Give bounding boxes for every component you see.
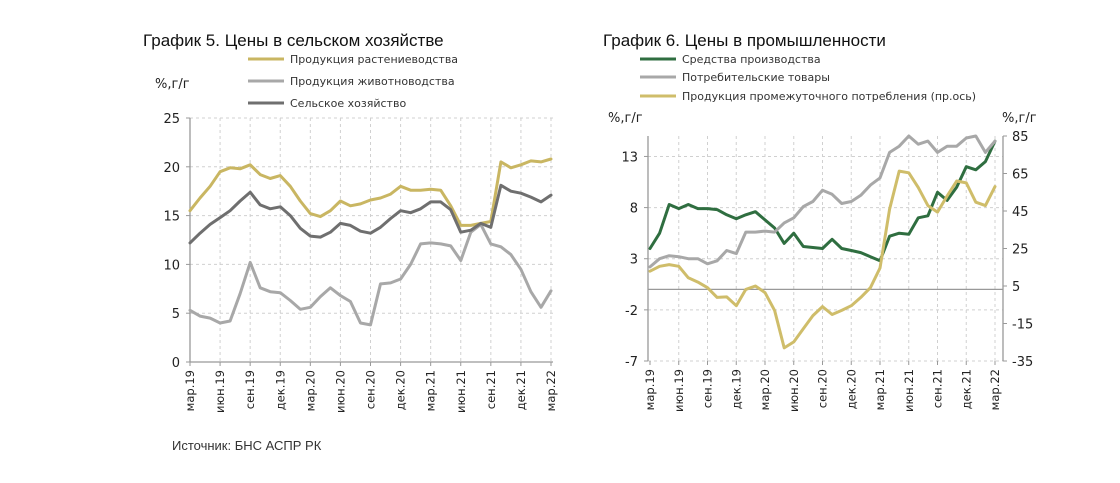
y-right-tick-label: 45 (1012, 205, 1029, 220)
y-tick-label: 3 (630, 253, 638, 268)
x-tick-label: июн.19 (213, 370, 227, 413)
y-tick-label: 13 (621, 150, 638, 165)
series-line-2 (648, 134, 997, 269)
x-tick-label: дек.20 (844, 369, 858, 409)
chart-2: График 6. Цены в промышленности %,г/г %,г/… (603, 31, 1037, 412)
x-tick-label: сен.20 (816, 369, 830, 408)
x-tick-label: мар.19 (643, 369, 657, 410)
x-tick-label: июн.19 (672, 369, 686, 412)
y-tick-label: -7 (625, 355, 638, 370)
x-tick-label: мар.22 (544, 370, 558, 411)
x-tick-label: мар.20 (758, 369, 772, 410)
legend-label: Продукция промежуточного потребления (пр… (682, 90, 976, 103)
legend-label: Сельское хозяйство (290, 97, 406, 110)
x-tick-label: сен.19 (243, 370, 257, 409)
x-tick-label: сен.21 (484, 370, 498, 409)
y-right-tick-label: 65 (1012, 168, 1029, 183)
y-tick-label: 25 (163, 112, 180, 127)
legend-label: Потребительские товары (682, 71, 830, 84)
x-tick-label: дек.21 (514, 370, 528, 410)
x-tick-label: июн.21 (454, 370, 468, 413)
x-tick-label: мар.22 (988, 369, 1002, 410)
y-tick-label: 15 (163, 210, 180, 225)
x-tick-label: июн.20 (333, 370, 347, 413)
y-tick-label: 10 (163, 258, 180, 273)
y-axis-label: %,г/г (608, 111, 643, 126)
x-tick-label: дек.21 (959, 369, 973, 409)
y-right-tick-label: 5 (1012, 280, 1020, 295)
chart-1: График 5. Цены в сельском хозяйстве %,г/г… (143, 31, 558, 413)
x-tick-label: мар.21 (873, 369, 887, 410)
chart-title: График 5. Цены в сельском хозяйстве (143, 31, 444, 50)
series-line-3 (188, 183, 553, 245)
x-tick-label: сен.20 (364, 370, 378, 409)
x-tick-label: сен.19 (701, 369, 715, 408)
x-tick-label: сен.21 (931, 369, 945, 408)
y-right-tick-label: -15 (1012, 318, 1033, 333)
y-tick-label: 5 (172, 307, 180, 322)
x-tick-label: мар.20 (303, 370, 317, 411)
series-line-2 (188, 222, 553, 327)
y-tick-label: 0 (172, 356, 180, 371)
x-tick-label: дек.19 (729, 369, 743, 409)
y-right-tick-label: -35 (1012, 355, 1033, 370)
y-tick-label: 8 (630, 202, 638, 217)
y-right-tick-label: 25 (1012, 243, 1029, 258)
x-tick-label: мар.19 (183, 370, 197, 411)
x-tick-label: июн.21 (902, 369, 916, 412)
legend-label: Продукция растениеводства (290, 53, 458, 66)
legend-label: Средства производства (682, 53, 821, 66)
y-tick-label: -2 (625, 304, 638, 319)
legend-label: Продукция животноводства (290, 75, 455, 88)
x-tick-label: июн.20 (787, 369, 801, 412)
y-axis-right-label: %,г/г (1002, 111, 1037, 126)
series-line-3 (648, 169, 997, 350)
y-axis-label: %,г/г (155, 77, 190, 92)
series-line-1 (648, 139, 997, 263)
x-tick-label: мар.21 (424, 370, 438, 411)
x-tick-label: дек.20 (394, 370, 408, 410)
chart-title: График 6. Цены в промышленности (603, 31, 886, 50)
y-right-tick-label: 85 (1012, 130, 1029, 145)
x-tick-label: дек.19 (273, 370, 287, 410)
y-tick-label: 20 (163, 161, 180, 176)
